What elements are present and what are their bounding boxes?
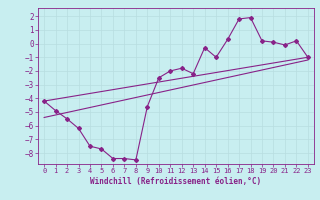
- X-axis label: Windchill (Refroidissement éolien,°C): Windchill (Refroidissement éolien,°C): [91, 177, 261, 186]
